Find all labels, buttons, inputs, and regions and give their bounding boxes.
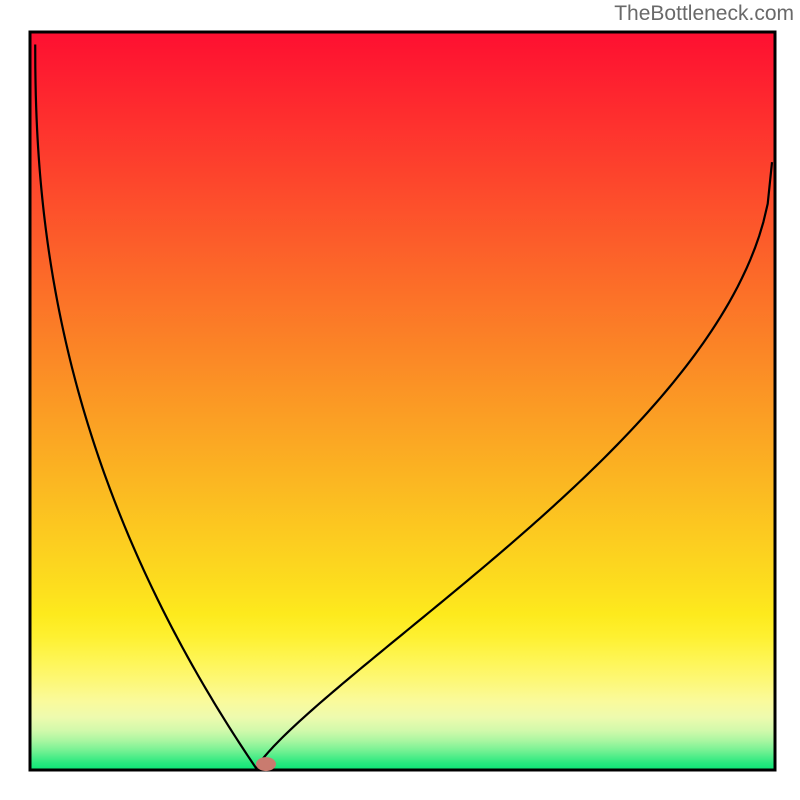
chart-container: TheBottleneck.com — [0, 0, 800, 800]
chart-svg — [0, 0, 800, 800]
gradient-background — [32, 34, 774, 769]
watermark-text: TheBottleneck.com — [614, 2, 794, 26]
optimal-point-marker — [256, 757, 276, 771]
